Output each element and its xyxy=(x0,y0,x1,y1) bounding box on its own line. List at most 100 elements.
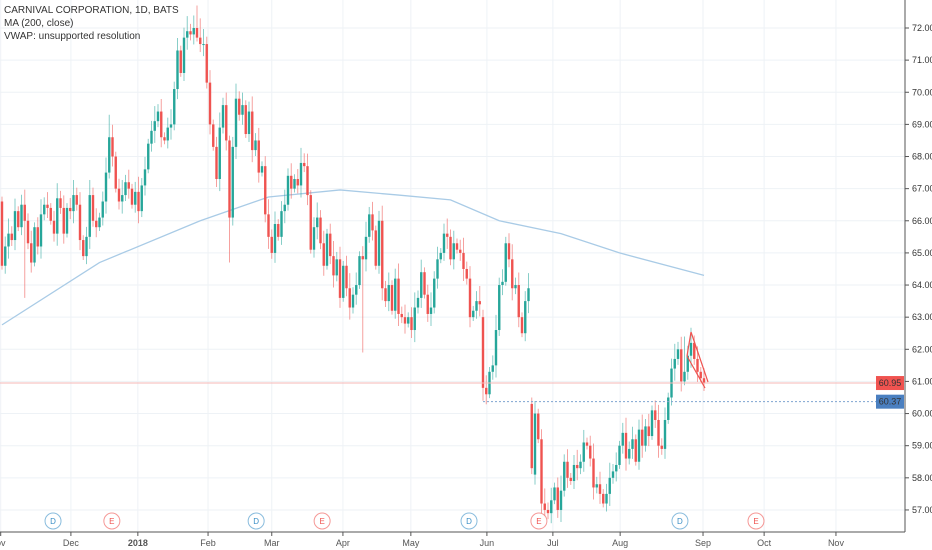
time-axis[interactable]: ov Dec 2018 Feb Mar Apr May Jun Jul Aug Sep Oct Nov xyxy=(0,532,844,548)
earnings-marker[interactable] xyxy=(530,512,548,530)
candle-body xyxy=(481,317,485,388)
candle-body xyxy=(186,31,189,38)
candle-body xyxy=(156,111,160,122)
candle-body xyxy=(153,121,156,131)
candle-body xyxy=(247,111,251,135)
candle-body xyxy=(364,236,368,260)
candle-body xyxy=(394,278,397,311)
candle-body xyxy=(377,220,381,266)
candle-body xyxy=(296,179,299,186)
candle-body xyxy=(176,50,179,90)
candle-body xyxy=(117,188,121,202)
candle-body xyxy=(10,233,13,241)
candle-body xyxy=(277,223,280,237)
candle-body xyxy=(91,195,95,221)
candle-body xyxy=(533,413,537,475)
candle-body xyxy=(514,285,517,289)
symbol-title[interactable]: CARNIVAL CORPORATION, 1D, BATS xyxy=(4,5,179,16)
candle-body xyxy=(273,223,277,253)
candle-body xyxy=(381,220,384,289)
candle-body xyxy=(88,195,91,237)
candle-body xyxy=(699,371,702,379)
vwap-indicator-label[interactable]: VWAP: unsupported resolution xyxy=(4,31,141,42)
candle-body xyxy=(650,410,654,437)
earnings-marker[interactable] xyxy=(103,512,121,530)
dividend-marker[interactable] xyxy=(44,512,62,530)
candle-body xyxy=(108,137,111,173)
candle-body xyxy=(316,217,319,228)
candle-body xyxy=(400,313,403,318)
dividend-marker[interactable] xyxy=(671,512,689,530)
candle-body xyxy=(225,105,228,141)
candle-body xyxy=(511,259,514,289)
dividend-marker[interactable] xyxy=(460,512,478,530)
candle-body xyxy=(72,195,75,212)
candle-body xyxy=(241,105,244,115)
candle-body xyxy=(160,111,163,138)
candle-body xyxy=(218,127,221,180)
candle-body xyxy=(306,166,309,196)
candle-body xyxy=(407,317,410,324)
candle-body xyxy=(49,207,52,221)
pattern-line-lower[interactable] xyxy=(686,355,706,389)
x-tick-label: Jun xyxy=(480,538,495,548)
candle-body xyxy=(667,397,670,420)
candle-body xyxy=(371,214,374,231)
candle-body xyxy=(43,204,46,215)
candle-body xyxy=(634,439,637,462)
candle-body xyxy=(423,272,426,295)
candle-body xyxy=(312,227,316,250)
dividend-marker[interactable] xyxy=(247,512,265,530)
candle-body xyxy=(702,378,706,384)
ma-indicator-label[interactable]: MA (200, close) xyxy=(4,18,74,29)
candle-body xyxy=(173,89,176,125)
pattern-line-upper[interactable] xyxy=(690,331,709,383)
earnings-marker[interactable] xyxy=(313,512,331,530)
chart-legend: CARNIVAL CORPORATION, 1D, BATS MA (200, … xyxy=(4,4,179,43)
candle-body xyxy=(683,371,686,382)
candle-body xyxy=(527,288,530,302)
candle-body xyxy=(550,500,553,514)
candle-body xyxy=(280,211,283,237)
candle-body xyxy=(270,236,273,253)
earnings-marker[interactable] xyxy=(747,512,765,530)
candle-body xyxy=(589,445,592,459)
x-tick-label: Dec xyxy=(63,538,80,548)
candle-body xyxy=(368,214,371,237)
candle-body xyxy=(78,204,82,241)
candle-body xyxy=(410,317,413,331)
candle-body xyxy=(7,233,10,247)
candle-body xyxy=(329,233,332,257)
candle-body xyxy=(680,349,683,382)
candle-body xyxy=(254,140,257,151)
candle-body xyxy=(111,137,114,157)
candle-body xyxy=(563,461,566,491)
flag-pattern-drawing[interactable] xyxy=(686,331,709,389)
pattern-line-mast[interactable] xyxy=(686,331,692,357)
candle-body xyxy=(540,439,543,504)
candle-body xyxy=(208,82,212,125)
candle-body xyxy=(446,233,449,237)
candle-body xyxy=(348,288,351,308)
candle-body xyxy=(309,195,312,250)
last-price-label: 60.95 xyxy=(879,378,902,388)
candle-body xyxy=(17,211,20,228)
candle-body xyxy=(56,198,59,234)
candle-body xyxy=(569,477,572,482)
candle-body xyxy=(163,137,166,141)
price-axis[interactable]: 72.00 71.00 70.00 69.00 68.00 67.00 66.00 65.00… xyxy=(905,23,932,515)
y-tick-label: 68.00 xyxy=(912,152,932,162)
candle-body xyxy=(452,243,455,260)
x-tick-label: Mar xyxy=(264,538,280,548)
candle-body xyxy=(426,294,429,314)
candle-body xyxy=(338,259,342,298)
candle-body xyxy=(459,249,462,253)
candle-body xyxy=(647,426,650,437)
candle-body xyxy=(179,50,182,73)
candle-body xyxy=(530,403,533,469)
candle-body xyxy=(260,166,264,173)
candle-body xyxy=(26,220,30,244)
y-tick-label: 60.00 xyxy=(912,409,932,419)
